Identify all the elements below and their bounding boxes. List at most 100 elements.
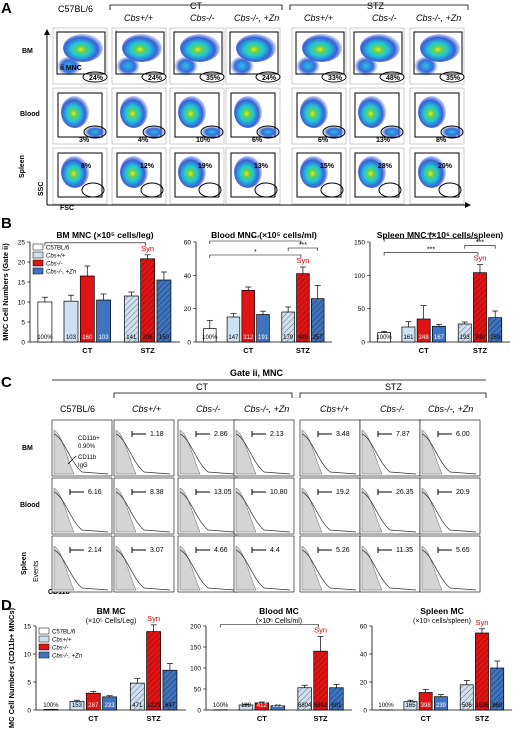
group-label-ct: CT <box>421 714 431 723</box>
chart-title: BM MNC (×10⁵ cells/leg) <box>56 230 153 240</box>
gate-percent: 8% <box>81 163 92 170</box>
y-tick-label: 100 <box>190 666 201 673</box>
legend-arrow <box>67 455 77 465</box>
isotype-histogram <box>301 545 323 591</box>
y-tick-label: 5 <box>21 320 25 327</box>
dot-plot-blood-6: 13% <box>349 87 405 145</box>
dot-cloud <box>234 96 262 128</box>
bar <box>146 631 161 711</box>
panel-d-charts: BM MC (×10⁵ Cells/Leg) 0 5 10 15 100% 153 287 233… <box>7 606 512 728</box>
header-kozn-a: Cbs-/-, +Zn <box>234 13 279 23</box>
bar-label: 165 <box>405 703 416 709</box>
bar-label: 6804 <box>298 703 312 709</box>
gate-i <box>116 92 162 138</box>
significance-stars: *** <box>427 247 435 254</box>
legend-cd11b-pos-value: 0.90% <box>78 444 96 450</box>
dot-cloud <box>178 96 206 128</box>
dot-cloud <box>234 156 262 188</box>
legend-entry: Cbs+/+ <box>52 638 72 644</box>
dot-cloud <box>84 126 106 138</box>
bar-label: 191 <box>258 335 269 341</box>
chart-subtitle: (×10⁵ Cells/Leg) <box>86 618 137 625</box>
panel-c-title: Gate ii, MNC <box>230 368 284 378</box>
bar <box>43 709 59 711</box>
header-kozn-c2: Cbs-/-, +Zn <box>428 404 473 414</box>
gate-percent: 35% <box>206 75 221 82</box>
synergy-label: Syn <box>474 254 487 263</box>
cd11b-histogram <box>421 433 477 475</box>
chart-B1: BM MNC (×10⁵ cells/leg) 0 5 10 15 20 25 100% 103… <box>1 230 180 355</box>
bar-label: 103 <box>66 335 77 341</box>
legend-entry: C57BL/6 <box>52 630 76 636</box>
gate-i <box>413 31 463 75</box>
cd11b-percent: 2.14 <box>88 547 102 554</box>
gate-percent: 15% <box>320 163 335 170</box>
gate-i <box>296 92 342 138</box>
dot-cloud <box>418 96 446 128</box>
gate-ii <box>440 125 464 139</box>
gate-percent: 13% <box>254 163 269 170</box>
histogram-bm-6: 7.87 <box>359 419 421 477</box>
cd11b-percent: 3.07 <box>150 547 164 554</box>
histogram-blood-4: 10.80 <box>233 477 295 535</box>
gate-percent: 6% <box>318 137 329 144</box>
isotype-histogram <box>421 545 443 591</box>
legend-cd11b-pos: CD11b+ <box>78 436 100 442</box>
chart-D1: BM MC (×10⁵ Cells/Leg) 0 5 10 15 100% 153 287 233… <box>7 606 186 728</box>
dot-plot-bm-6: 48% <box>349 27 405 85</box>
gate-percent: 3% <box>79 137 90 144</box>
gate-ii <box>321 71 347 83</box>
chart-title: Spleen MNC (×10⁶ cells/spleen) <box>377 230 504 240</box>
gate-percent: 24% <box>89 75 104 82</box>
cd11b-histogram <box>235 491 291 533</box>
histogram-spleen-7: 5.65 <box>419 535 481 593</box>
y-tick-label: 10 <box>24 652 32 659</box>
gate-ii <box>438 182 462 198</box>
panel-label-b: B <box>1 215 12 232</box>
histogram-bm-3: 2.86 <box>177 419 239 477</box>
synergy-label: Syn <box>141 244 154 253</box>
gate-i <box>354 92 400 138</box>
histogram-bm-7: 6.00 <box>419 419 481 477</box>
legend-entry: C57BL/6 <box>46 246 70 252</box>
bar-label: 150 <box>159 335 170 341</box>
y-tick-label: 20 <box>360 680 368 687</box>
bar-label: 398 <box>421 703 432 709</box>
cd11b-percent: 2.13 <box>270 431 284 438</box>
header-kozn-c: Cbs-/-, +Zn <box>244 404 289 414</box>
bar-label: 103 <box>99 335 110 341</box>
dot-cloud <box>63 34 103 62</box>
group-label-ct: CT <box>88 714 98 723</box>
y-tick-label: 10 <box>18 300 26 307</box>
histogram-spleen-5: 5.26 <box>299 535 361 593</box>
significance-stars: * <box>254 249 257 256</box>
dot-plot-bm-2: 24% <box>111 27 167 85</box>
cd11b-histogram <box>361 549 417 591</box>
bar-label: 233 <box>105 703 116 709</box>
gate-percent: 6% <box>252 137 263 144</box>
dot-cloud <box>323 126 345 138</box>
panel-label-a: A <box>1 0 12 17</box>
dot-plot-blood-2: 4% <box>111 87 167 145</box>
dot-plot-bm-3: 35% <box>169 27 225 85</box>
gate-ii <box>380 125 404 139</box>
cd11b-percent: 6.16 <box>88 489 102 496</box>
histogram-bm-4: 2.13 <box>233 419 295 477</box>
y-tick-label: 150 <box>354 240 365 247</box>
y-tick-label: 150 <box>190 645 201 652</box>
isotype-histogram <box>115 545 137 591</box>
histogram-spleen-2: 3.07 <box>113 535 175 593</box>
histogram-blood-6: 26.35 <box>359 477 421 535</box>
significance-stars: *** <box>427 233 435 240</box>
dot-cloud <box>296 56 320 76</box>
synergy-label: Syn <box>314 626 327 635</box>
dot-cloud <box>300 96 328 128</box>
ct-bracket-c <box>113 392 293 398</box>
y-tick-label: 0 <box>197 708 201 715</box>
bar-label: 239 <box>436 703 447 709</box>
axis-label-ssc: SSC <box>38 182 45 196</box>
row-label-blood-c: Blood <box>20 502 40 509</box>
y-tick-label: 0 <box>361 340 365 347</box>
bar <box>296 273 310 343</box>
